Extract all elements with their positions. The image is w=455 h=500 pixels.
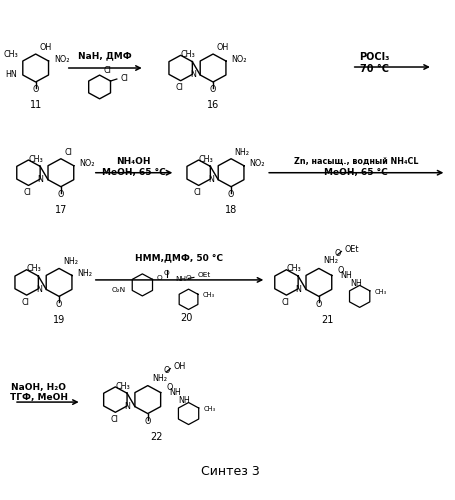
Text: 18: 18 (224, 205, 237, 215)
Text: NH₂: NH₂ (152, 374, 167, 382)
Text: NO₂: NO₂ (249, 159, 264, 168)
Text: O: O (163, 366, 170, 375)
Text: O: O (164, 270, 169, 276)
Text: 19: 19 (53, 315, 65, 325)
Text: N: N (207, 175, 213, 184)
Text: O: O (56, 300, 62, 309)
Text: Zn, насыщ., водный NH₄CL: Zn, насыщ., водный NH₄CL (293, 157, 418, 166)
Text: CH₃: CH₃ (4, 50, 18, 59)
Text: Синтез 3: Синтез 3 (200, 466, 259, 478)
Text: Cl: Cl (24, 188, 31, 197)
Text: MeOH, 65 °C: MeOH, 65 °C (102, 168, 165, 177)
Text: N: N (36, 285, 41, 294)
Text: O: O (166, 383, 172, 392)
Text: OH: OH (39, 43, 51, 52)
Text: OH: OH (173, 362, 186, 371)
Text: Cl: Cl (176, 83, 183, 92)
Text: N: N (124, 402, 130, 411)
Text: NH₂: NH₂ (63, 258, 78, 266)
Text: O: O (209, 86, 216, 94)
Text: 22: 22 (150, 432, 163, 442)
Text: NO₂: NO₂ (79, 159, 95, 168)
Text: 11: 11 (30, 100, 42, 110)
Text: O₂N: O₂N (111, 288, 126, 294)
Text: O: O (32, 86, 39, 94)
Text: NO₂: NO₂ (231, 54, 246, 64)
Text: 17: 17 (55, 205, 67, 215)
Text: Cl: Cl (120, 74, 128, 82)
Text: O: O (157, 276, 162, 281)
Text: POCl₃: POCl₃ (358, 52, 389, 62)
Text: CH₃: CH₃ (27, 264, 41, 274)
Text: NaH, ДМФ: NaH, ДМФ (78, 51, 131, 60)
Text: 20: 20 (180, 313, 192, 323)
Text: O: O (144, 417, 151, 426)
Text: O: O (336, 266, 343, 275)
Text: CH₃: CH₃ (29, 154, 43, 164)
Text: NH: NH (168, 388, 180, 397)
Text: NH₂: NH₂ (234, 148, 249, 156)
Text: НММ,ДМФ, 50 °C: НММ,ДМФ, 50 °C (135, 253, 223, 262)
Text: HN: HN (5, 70, 17, 80)
Text: CH₃: CH₃ (181, 50, 195, 59)
Text: 16: 16 (207, 100, 219, 110)
Text: Cl: Cl (281, 298, 289, 306)
Text: Cl: Cl (22, 298, 30, 306)
Text: CH₃: CH₃ (203, 406, 215, 412)
Text: 70 °C: 70 °C (359, 64, 388, 74)
Text: CH₃: CH₃ (198, 154, 213, 164)
Text: ТГФ, МеОН: ТГФ, МеОН (10, 392, 68, 402)
Text: CH₃: CH₃ (286, 264, 301, 274)
Text: N: N (189, 70, 195, 80)
Text: OEt: OEt (344, 245, 359, 254)
Text: NH: NH (178, 396, 190, 405)
Text: OEt: OEt (197, 272, 210, 278)
Text: Cl: Cl (64, 148, 72, 156)
Text: O: O (334, 249, 340, 258)
Text: 21: 21 (321, 315, 334, 325)
Text: NH₂: NH₂ (77, 269, 92, 278)
Text: MeOH, 65 °C: MeOH, 65 °C (324, 168, 387, 177)
Text: NH₂: NH₂ (323, 256, 338, 266)
Text: Cl: Cl (110, 415, 118, 424)
Text: NO₂: NO₂ (54, 54, 69, 64)
Text: NH: NH (349, 279, 361, 288)
Text: CH₃: CH₃ (116, 382, 130, 390)
Text: NH₄OH: NH₄OH (116, 157, 151, 166)
Text: N: N (295, 285, 301, 294)
Text: N: N (38, 175, 43, 184)
Text: O: O (58, 190, 64, 199)
Text: NH: NH (175, 276, 186, 282)
Text: Cl: Cl (103, 66, 111, 74)
Text: NaOH, H₂O: NaOH, H₂O (11, 382, 66, 392)
Text: O: O (185, 276, 191, 281)
Text: OH: OH (216, 43, 228, 52)
Text: O: O (315, 300, 321, 309)
Text: Cl: Cl (193, 188, 201, 197)
Text: NH: NH (339, 271, 351, 280)
Text: CH₃: CH₃ (202, 292, 214, 298)
Text: CH₃: CH₃ (374, 289, 385, 295)
Text: O: O (228, 190, 234, 199)
